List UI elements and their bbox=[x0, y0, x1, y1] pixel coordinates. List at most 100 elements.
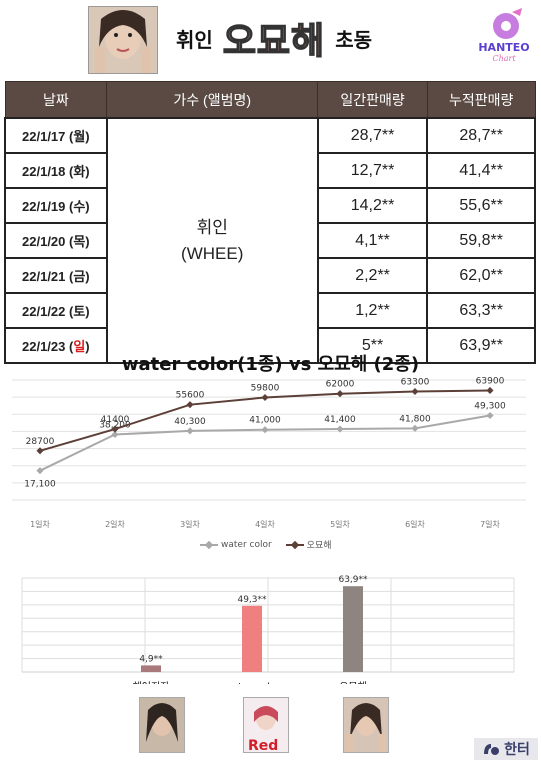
hanteo-chart-logo: HANTEO Chart bbox=[476, 6, 532, 66]
row-date-suffix: ) bbox=[85, 339, 90, 354]
row-date-prefix: 22/1/23 ( bbox=[22, 339, 74, 354]
bar bbox=[141, 665, 161, 672]
row-daily: 1,2** bbox=[316, 292, 429, 329]
data-point bbox=[336, 425, 344, 433]
data-label: 49,300 bbox=[474, 401, 506, 411]
x-tick-label: 4일차 bbox=[255, 520, 275, 529]
row-daily: 4,1** bbox=[316, 222, 429, 259]
line-chart-title: water color(1종) vs 오묘해 (2종) bbox=[121, 354, 420, 375]
data-point bbox=[186, 427, 194, 435]
album-photo-hey-jiza bbox=[139, 697, 185, 753]
table-row: 22/1/23 (일) 5** 63,9** bbox=[4, 327, 536, 364]
title-suffix: 초동 bbox=[335, 27, 372, 52]
header-date: 날짜 bbox=[4, 81, 108, 119]
row-daily: 12,7** bbox=[316, 152, 429, 189]
row-date-sunday: 일 bbox=[73, 339, 86, 354]
bar-chart: 4,9** 헤어지자 49,3** water color 63,9** 오묘해 bbox=[21, 575, 515, 684]
data-point bbox=[411, 424, 419, 432]
row-total: 28,7** bbox=[426, 117, 536, 154]
bar-category-label: water color bbox=[224, 682, 281, 684]
bar bbox=[343, 586, 363, 672]
row-daily: 28,7** bbox=[316, 117, 429, 154]
logo-sub: Chart bbox=[492, 54, 516, 63]
data-point bbox=[336, 390, 344, 398]
album-photo-water-color: Red bbox=[243, 697, 289, 754]
data-point bbox=[411, 387, 419, 396]
legend-label: water color bbox=[221, 539, 272, 550]
data-label: 59800 bbox=[251, 383, 280, 393]
data-label: 17,100 bbox=[24, 480, 56, 490]
svg-text:Red: Red bbox=[248, 738, 278, 752]
header-artist: 가수 (앨범명) bbox=[106, 81, 319, 119]
title-artist: 휘인 bbox=[176, 27, 213, 52]
x-tick-label: 2일차 bbox=[105, 520, 125, 529]
bar-category-label: 헤어지자 bbox=[133, 681, 170, 684]
album-photo-omyohae bbox=[343, 697, 389, 753]
hanteo-mark-icon bbox=[484, 744, 500, 755]
data-point bbox=[261, 393, 269, 402]
table-row: 22/1/17 (월) 휘인 (WHEE) 28,7** 28,7** bbox=[4, 117, 536, 364]
album-cover-image bbox=[88, 6, 158, 74]
legend-item-water-color: water color bbox=[200, 540, 272, 550]
row-total: 41,4** bbox=[426, 152, 536, 189]
page-title: 휘인 오묘해 초동 bbox=[176, 14, 406, 63]
table-row: 22/1/20 (목) 4,1** 59,8** bbox=[4, 222, 536, 259]
table-row: 22/1/19 (수) 14,2** 55,6** bbox=[4, 187, 536, 224]
data-point bbox=[486, 411, 494, 420]
artist-cell: 휘인 (WHEE) bbox=[105, 117, 319, 364]
x-tick-label: 1일차 bbox=[30, 520, 50, 529]
row-daily: 14,2** bbox=[316, 187, 429, 224]
x-tick-label: 6일차 bbox=[405, 520, 425, 529]
x-tick-label: 7일차 bbox=[480, 520, 500, 529]
data-point bbox=[111, 430, 119, 439]
legend-label: 오묘해 bbox=[306, 541, 332, 551]
data-label: 38,200 bbox=[99, 421, 131, 431]
legend-item-omyohae: 오묘해 bbox=[285, 538, 332, 551]
row-date: 22/1/23 (일) bbox=[4, 327, 108, 364]
table-row: 22/1/22 (토) 1,2** 63,3** bbox=[4, 292, 536, 329]
bar-value-label: 49,3** bbox=[237, 595, 267, 605]
artist-name: 휘인 bbox=[196, 217, 228, 237]
bar bbox=[242, 605, 262, 672]
row-daily: 5** bbox=[316, 327, 429, 364]
data-point bbox=[36, 467, 44, 475]
title-album: 오묘해 bbox=[222, 20, 326, 63]
row-total: 63,9** bbox=[426, 327, 536, 364]
row-date: 22/1/18 (화) bbox=[4, 152, 108, 189]
row-total: 62,0** bbox=[426, 257, 536, 294]
data-label: 63300 bbox=[401, 377, 430, 387]
data-label: 55600 bbox=[176, 391, 205, 401]
line-chart: 1일차 2일차 3일차 4일차 5일차 6일차 7일차 17,100 38,200 40,300 4… bbox=[12, 376, 526, 529]
row-daily: 2,2** bbox=[316, 257, 429, 294]
bar-value-label: 4,9** bbox=[139, 654, 163, 664]
table-row: 22/1/18 (화) 12,7** 41,4** bbox=[4, 152, 536, 189]
bar-value-label: 63,9** bbox=[338, 575, 368, 585]
bar-category-label: 오묘해 bbox=[339, 680, 367, 684]
data-label: 62000 bbox=[326, 380, 355, 390]
row-total: 55,6** bbox=[426, 187, 536, 224]
data-point bbox=[486, 386, 494, 394]
table-row: 22/1/21 (금) 2,2** 62,0** bbox=[4, 257, 536, 294]
x-tick-label: 5일차 bbox=[330, 520, 350, 529]
header-daily: 일간판매량 bbox=[317, 81, 428, 119]
line-chart-legend: water color 오묘해 bbox=[200, 538, 332, 551]
data-label: 41400 bbox=[101, 415, 130, 425]
data-label: 63900 bbox=[476, 376, 505, 386]
x-tick-label: 3일차 bbox=[180, 520, 200, 529]
row-date: 22/1/22 (토) bbox=[4, 292, 108, 329]
data-label: 41,000 bbox=[249, 416, 281, 426]
logo-text: HANTEO bbox=[478, 41, 529, 54]
row-total: 63,3** bbox=[426, 292, 536, 329]
data-point bbox=[186, 401, 194, 409]
hanteo-footer-badge: 한터 bbox=[474, 738, 538, 760]
data-point bbox=[261, 426, 269, 434]
data-label: 41,800 bbox=[399, 414, 431, 424]
data-label: 41,400 bbox=[324, 415, 356, 425]
row-date: 22/1/20 (목) bbox=[4, 222, 108, 259]
data-label: 28700 bbox=[26, 437, 55, 447]
row-date: 22/1/19 (수) bbox=[4, 187, 108, 224]
data-label: 40,300 bbox=[174, 417, 206, 427]
row-date: 22/1/21 (금) bbox=[4, 257, 108, 294]
artist-name-en: (WHEE) bbox=[181, 243, 244, 263]
header-total: 누적판매량 bbox=[426, 81, 536, 119]
